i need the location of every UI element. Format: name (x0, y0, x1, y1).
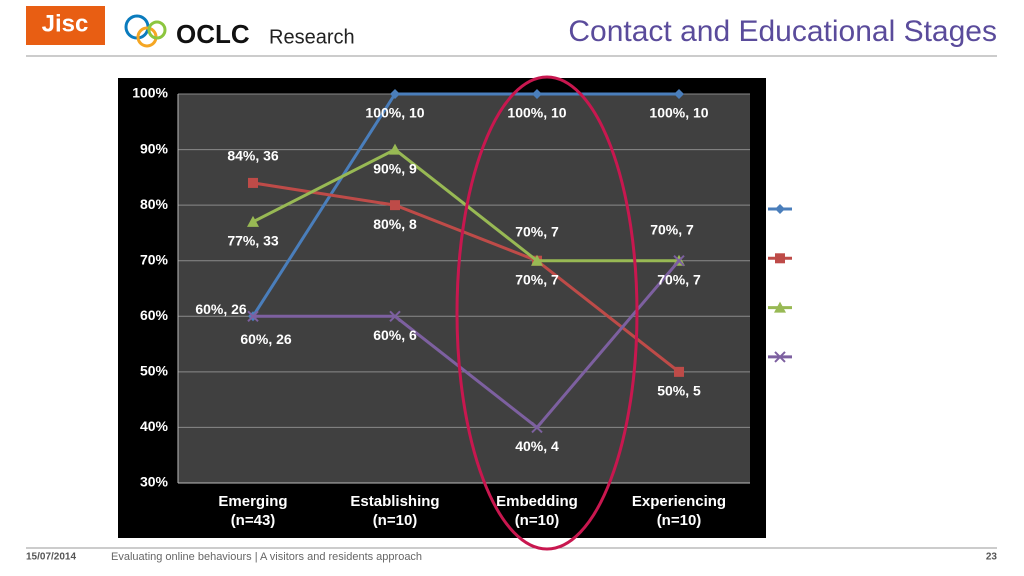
y-tick-label: 90% (140, 140, 169, 156)
data-label: 40%, 4 (515, 438, 559, 454)
legend-label: Email (794, 200, 834, 217)
x-tick-label: Embedding (n=10) (496, 493, 578, 529)
logo-box (26, 6, 105, 45)
marker (673, 255, 685, 267)
marker (389, 143, 401, 155)
data-label: 70%, 7 (515, 223, 559, 239)
legend-marker (774, 301, 786, 313)
data-label: 70%, 7 (650, 221, 694, 237)
highlight-ellipse (455, 75, 639, 551)
y-tick-label: 30% (140, 474, 169, 490)
y-tick-label: 80% (140, 196, 169, 212)
data-label: 60%, 26 (240, 331, 292, 347)
y-tick-label: 70% (140, 251, 169, 267)
legend-label: Face-to-Face (794, 348, 887, 365)
marker (390, 200, 400, 211)
logo: Jisc (42, 10, 89, 37)
footer-date: 15/07/2014 (26, 552, 76, 563)
marker (248, 177, 258, 188)
legend-marker (775, 253, 785, 264)
y-tick-label: 60% (140, 307, 169, 323)
slide-title: Contact and Educational Stages (568, 15, 997, 48)
data-label: 60%, 26 (195, 301, 247, 317)
x-tick-label: Establishing (n=10) (350, 493, 440, 529)
data-label: 100%, 10 (365, 105, 424, 121)
marker (531, 254, 543, 266)
marker (674, 366, 684, 377)
data-label: 90%, 9 (373, 160, 417, 176)
marker (674, 89, 684, 99)
data-label: 80%, 8 (373, 216, 417, 232)
brand: OCLC (176, 19, 250, 49)
legend-marker (775, 204, 785, 214)
series-line (251, 92, 679, 318)
y-tick-label: 100% (132, 85, 168, 101)
legend-marker (774, 351, 786, 363)
marker (389, 310, 401, 322)
data-label: 70%, 7 (515, 271, 559, 287)
marker (247, 215, 259, 227)
x-tick-label: Experiencing (n=10) (631, 493, 727, 529)
footer-text: Evaluating online behaviours | A visitor… (111, 551, 422, 563)
marker (390, 89, 400, 99)
legend-label: Phone Calls (794, 299, 880, 316)
data-label: 100%, 10 (507, 105, 566, 121)
data-label: 100%, 10 (649, 105, 708, 121)
y-tick-label: 40% (140, 418, 169, 434)
data-label: 77%, 33 (227, 233, 279, 249)
series-line (252, 181, 680, 374)
marker (531, 421, 543, 434)
marker (532, 89, 542, 99)
data-label: 60%, 6 (373, 327, 417, 343)
brand-sub: Research (269, 26, 355, 48)
legend-label: Texting (794, 249, 846, 266)
oclc-icon (124, 14, 167, 48)
footer-page: 23 (986, 552, 998, 563)
data-label: 84%, 36 (227, 148, 279, 164)
data-label: 50%, 5 (657, 383, 701, 399)
y-tick-label: 50% (140, 363, 169, 379)
marker (247, 310, 259, 322)
series-line (253, 259, 681, 430)
data-label: 70%, 7 (657, 271, 701, 287)
x-tick-label: Emerging (n=43) (218, 493, 288, 529)
